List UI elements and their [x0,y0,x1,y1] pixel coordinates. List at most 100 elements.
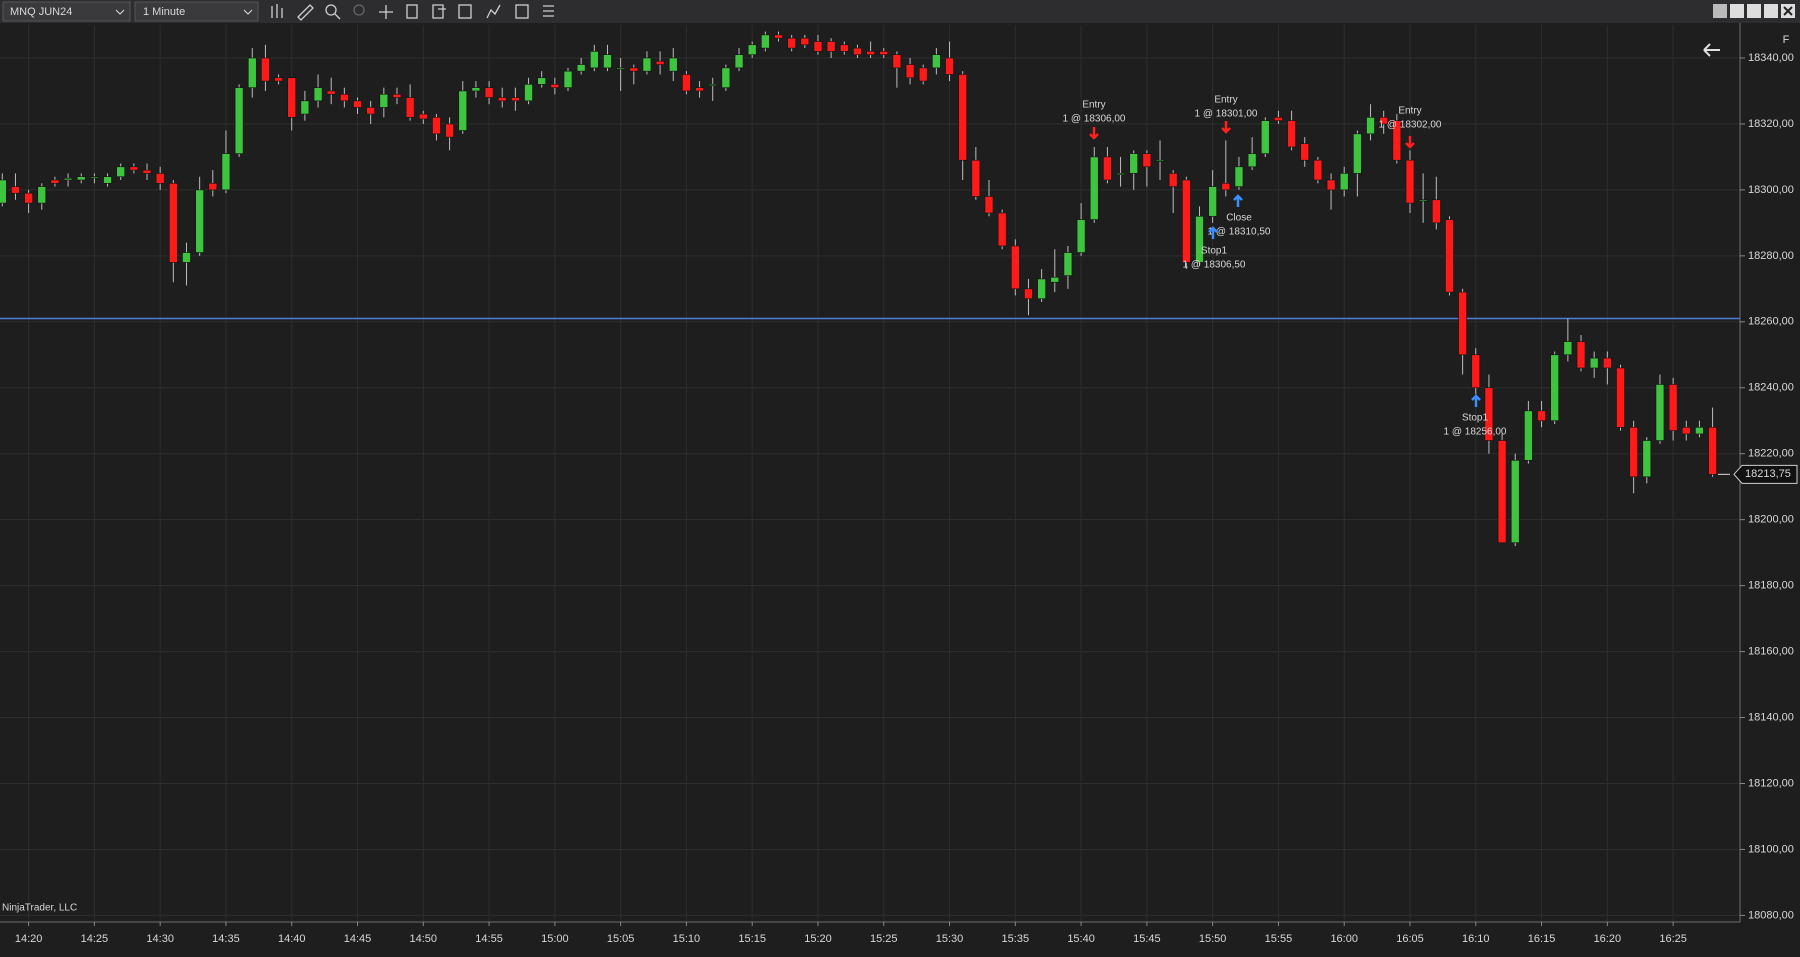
execution-detail: 1 @ 18306,50 [1183,260,1246,271]
candle-body [1708,427,1717,475]
candle-body [1313,159,1323,181]
candle-body [405,97,415,118]
candle-body [1063,252,1073,276]
candle-body [1629,427,1638,478]
candle-body [1234,166,1244,187]
candle-body [221,153,231,191]
candle-body [945,57,954,75]
candle-body [287,77,297,118]
window-button[interactable] [1730,4,1744,18]
x-tick-label: 16:20 [1594,933,1622,945]
execution-detail: 1 @ 18306,00 [1063,114,1126,125]
zoom-out-icon[interactable] [353,4,365,16]
instrument-select[interactable] [2,1,131,22]
candle-body [471,87,481,92]
execution-detail: 1 @ 18302,00 [1379,120,1442,131]
candle-body [1129,153,1139,174]
instrument-label: MNQ JUN24 [10,6,72,18]
candle-body [1563,341,1573,356]
candle-body [695,87,704,92]
templates-icon[interactable] [432,4,446,19]
indicators-icon[interactable] [458,4,472,19]
strategies-icon[interactable] [486,4,501,19]
candle-body [24,192,33,204]
x-tick-label: 16:05 [1396,933,1424,945]
candle-body [761,34,770,49]
candle-body [1589,357,1599,369]
y-tick-label: 18260,00 [1748,316,1794,328]
crosshair-icon[interactable] [379,5,393,19]
candle-body [1300,143,1310,161]
execution-arrow [1208,226,1218,239]
candle-body [958,74,967,161]
maximize-button[interactable] [1764,4,1778,18]
execution-label: Stop1 [1201,246,1228,257]
candle-body [0,179,7,204]
candle-body [1076,219,1086,253]
candle-body [313,87,323,102]
candle-body [103,176,112,184]
minimize-button[interactable] [1747,4,1761,18]
menu-icon[interactable] [543,5,554,17]
candle-body [1168,173,1178,187]
x-tick-label: 14:50 [410,933,438,945]
candle-body [1103,156,1112,181]
candle-body [853,47,862,55]
properties-icon[interactable] [406,4,418,19]
candle-body [418,113,428,120]
x-tick-label: 16:25 [1659,933,1687,945]
execution-label: Close [1226,213,1252,224]
x-tick-label: 15:10 [673,933,701,945]
candle-body [813,41,823,52]
candle-body [866,51,875,55]
candle-body [787,37,796,49]
candle-body [142,169,152,174]
candle-body [1550,354,1560,422]
candle-body [747,44,757,55]
draw-icon[interactable] [297,4,314,21]
window-button[interactable] [1713,4,1727,18]
bars-icon[interactable] [271,4,283,18]
candle-body [182,252,191,263]
y-tick-label: 18240,00 [1748,382,1794,394]
candle-body [721,67,731,88]
x-tick-label: 15:40 [1067,933,1095,945]
y-tick-label: 18080,00 [1748,909,1794,921]
zoom-in-icon[interactable] [325,4,337,16]
y-tick-label: 18220,00 [1748,448,1794,460]
x-tick-label: 16:00 [1330,933,1358,945]
candle-body [37,186,47,204]
execution-arrow [1405,136,1415,149]
x-tick-label: 14:30 [146,933,174,945]
candle-body [563,70,573,88]
back-arrow[interactable] [1703,43,1720,57]
execution-arrow [1471,394,1481,407]
candle-body [1050,276,1060,283]
candle-body [1155,159,1165,162]
candle-body [1681,427,1691,435]
y-tick-label: 18180,00 [1748,580,1794,592]
window-buttons [1713,4,1795,18]
candle-body [603,54,612,69]
alerts-icon[interactable] [515,4,529,19]
candle-body [1445,219,1454,293]
execution-label: Entry [1082,100,1105,111]
y-tick-label: 18200,00 [1748,514,1794,526]
y-tick-label: 18160,00 [1748,645,1794,657]
y-tick-label: 18280,00 [1748,250,1794,262]
candle-body [1247,153,1257,168]
candle-body [708,84,718,86]
x-tick-label: 14:45 [344,933,372,945]
candle-body [1195,215,1204,263]
close-glyph [1783,6,1793,16]
candle-body [1116,173,1125,175]
x-tick-label: 15:05 [607,933,635,945]
candle-body [76,176,86,181]
interval-select[interactable] [134,1,259,22]
candle-body [1037,278,1046,300]
candle-body [1221,182,1231,191]
candle-body [11,186,20,194]
candle-body [1392,120,1402,161]
